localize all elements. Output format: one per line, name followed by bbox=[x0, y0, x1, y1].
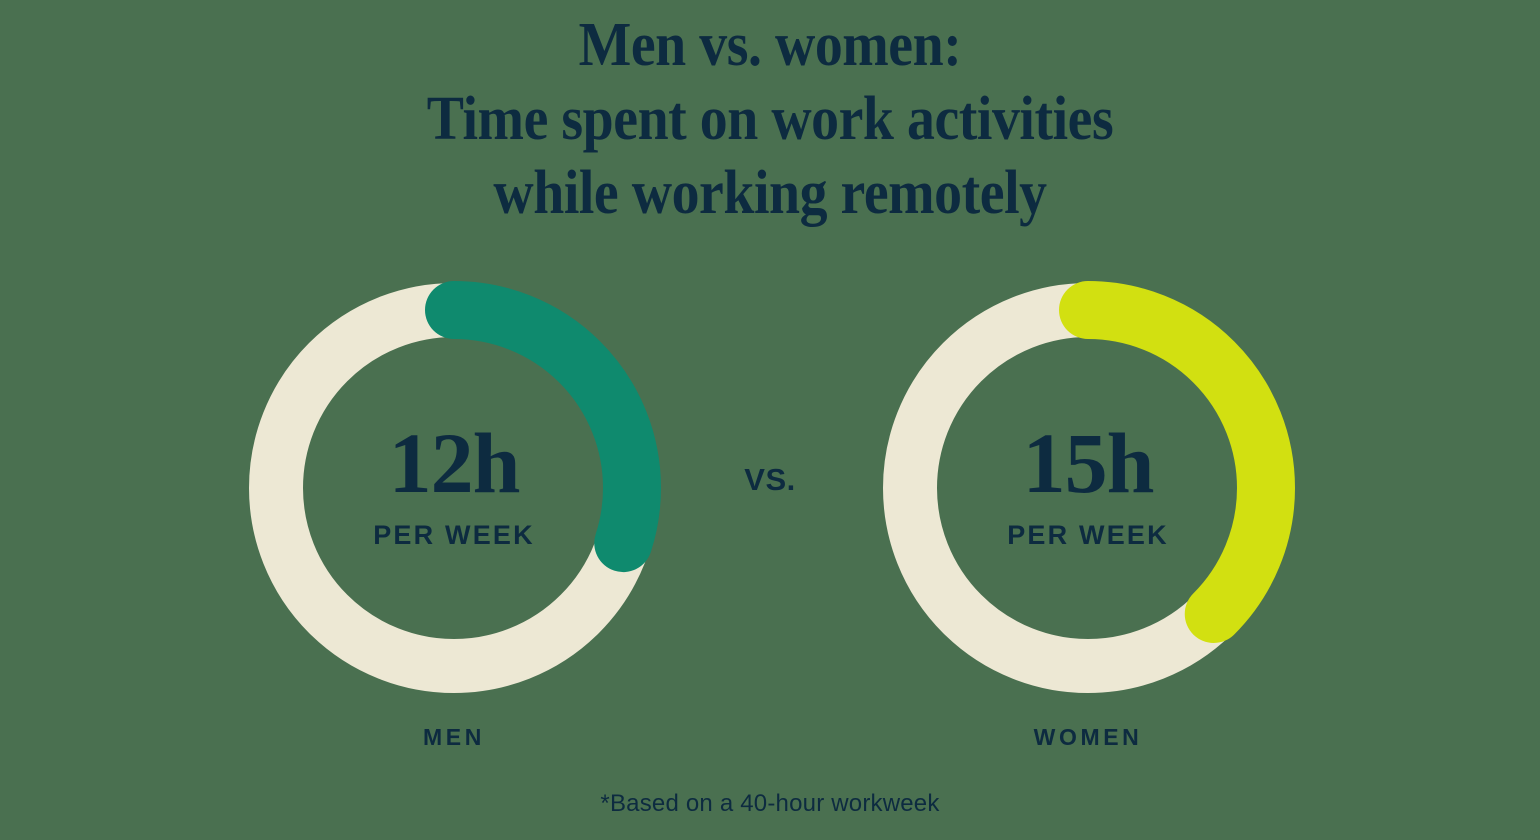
donut-label-men: MEN bbox=[423, 724, 485, 750]
title-line-3: while working remotely bbox=[493, 159, 1047, 227]
comparator-label: VS. bbox=[744, 462, 796, 497]
footnote: *Based on a 40-hour workweek bbox=[600, 790, 940, 817]
title-line-1: Men vs. women: bbox=[578, 11, 962, 79]
page-title: Men vs. women: Time spent on work activi… bbox=[77, 8, 1463, 230]
donut-arc-women bbox=[881, 281, 1295, 695]
title-line-2: Time spent on work activities bbox=[426, 85, 1114, 153]
donut-svg-men bbox=[247, 281, 661, 695]
donut-label-women: WOMEN bbox=[1033, 724, 1143, 750]
donut-arc-men bbox=[247, 281, 661, 695]
donut-svg-women bbox=[881, 281, 1295, 695]
